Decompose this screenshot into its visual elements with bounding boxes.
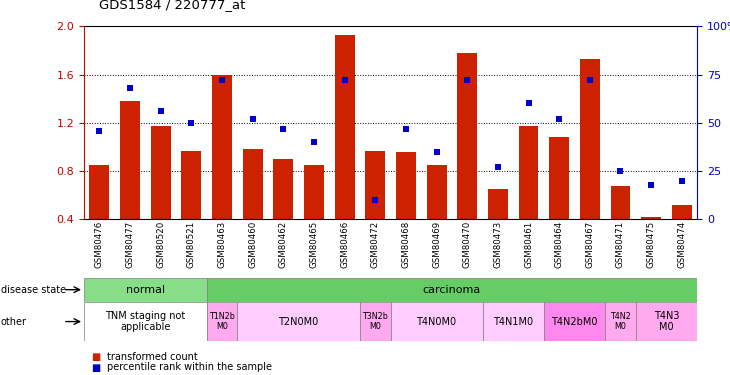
Bar <box>304 165 324 219</box>
Bar <box>207 302 237 341</box>
Text: percentile rank within the sample: percentile rank within the sample <box>107 363 272 372</box>
Bar <box>672 205 692 219</box>
Bar <box>457 53 477 219</box>
Bar <box>84 278 207 302</box>
Text: T4N2
M0: T4N2 M0 <box>610 312 631 331</box>
Bar <box>84 302 207 341</box>
Text: T1N2b
M0: T1N2b M0 <box>209 312 235 331</box>
Bar <box>120 101 140 219</box>
Point <box>247 116 258 122</box>
Bar <box>212 75 232 219</box>
Point <box>277 126 289 132</box>
Text: T4N2bM0: T4N2bM0 <box>551 316 598 327</box>
Text: GDS1584 / 220777_at: GDS1584 / 220777_at <box>99 0 245 11</box>
Point <box>492 164 504 170</box>
Text: ■: ■ <box>91 352 101 362</box>
Bar <box>544 302 605 341</box>
Point <box>124 85 136 91</box>
Bar <box>89 165 110 219</box>
Point <box>339 77 350 83</box>
Bar <box>360 302 391 341</box>
Point <box>615 168 626 174</box>
Point <box>155 108 166 114</box>
Bar <box>580 59 600 219</box>
Point <box>216 77 228 83</box>
Text: normal: normal <box>126 285 165 295</box>
Point <box>400 126 412 132</box>
Text: T3N2b
M0: T3N2b M0 <box>362 312 388 331</box>
Point <box>461 77 473 83</box>
Bar <box>636 302 697 341</box>
Bar <box>396 152 416 219</box>
Point <box>584 77 596 83</box>
Text: other: other <box>1 316 27 327</box>
Bar <box>207 278 697 302</box>
Bar <box>334 35 355 219</box>
Bar <box>641 217 661 219</box>
Bar <box>518 126 539 219</box>
Point <box>676 178 688 184</box>
Text: T2N0M0: T2N0M0 <box>278 316 319 327</box>
Text: ■: ■ <box>91 363 101 372</box>
Point <box>523 100 534 106</box>
Point <box>553 116 565 122</box>
Bar <box>483 302 544 341</box>
Text: T4N1M0: T4N1M0 <box>493 316 533 327</box>
Point <box>308 139 320 145</box>
Bar <box>181 151 201 219</box>
Bar <box>365 151 385 219</box>
Text: T4N0M0: T4N0M0 <box>417 316 456 327</box>
Bar <box>605 302 636 341</box>
Bar <box>610 186 631 219</box>
Point <box>431 149 442 155</box>
Point <box>185 120 197 126</box>
Bar <box>242 149 263 219</box>
Bar <box>549 137 569 219</box>
Text: T4N3
M0: T4N3 M0 <box>654 311 679 332</box>
Bar <box>391 302 483 341</box>
Point <box>93 128 105 134</box>
Bar <box>426 165 447 219</box>
Text: transformed count: transformed count <box>107 352 198 362</box>
Bar <box>273 159 293 219</box>
Point <box>645 182 657 188</box>
Bar <box>150 126 171 219</box>
Text: carcinoma: carcinoma <box>423 285 481 295</box>
Text: disease state: disease state <box>1 285 66 295</box>
Text: TNM staging not
applicable: TNM staging not applicable <box>105 311 185 332</box>
Point <box>369 197 381 203</box>
Bar <box>237 302 360 341</box>
Bar <box>488 189 508 219</box>
